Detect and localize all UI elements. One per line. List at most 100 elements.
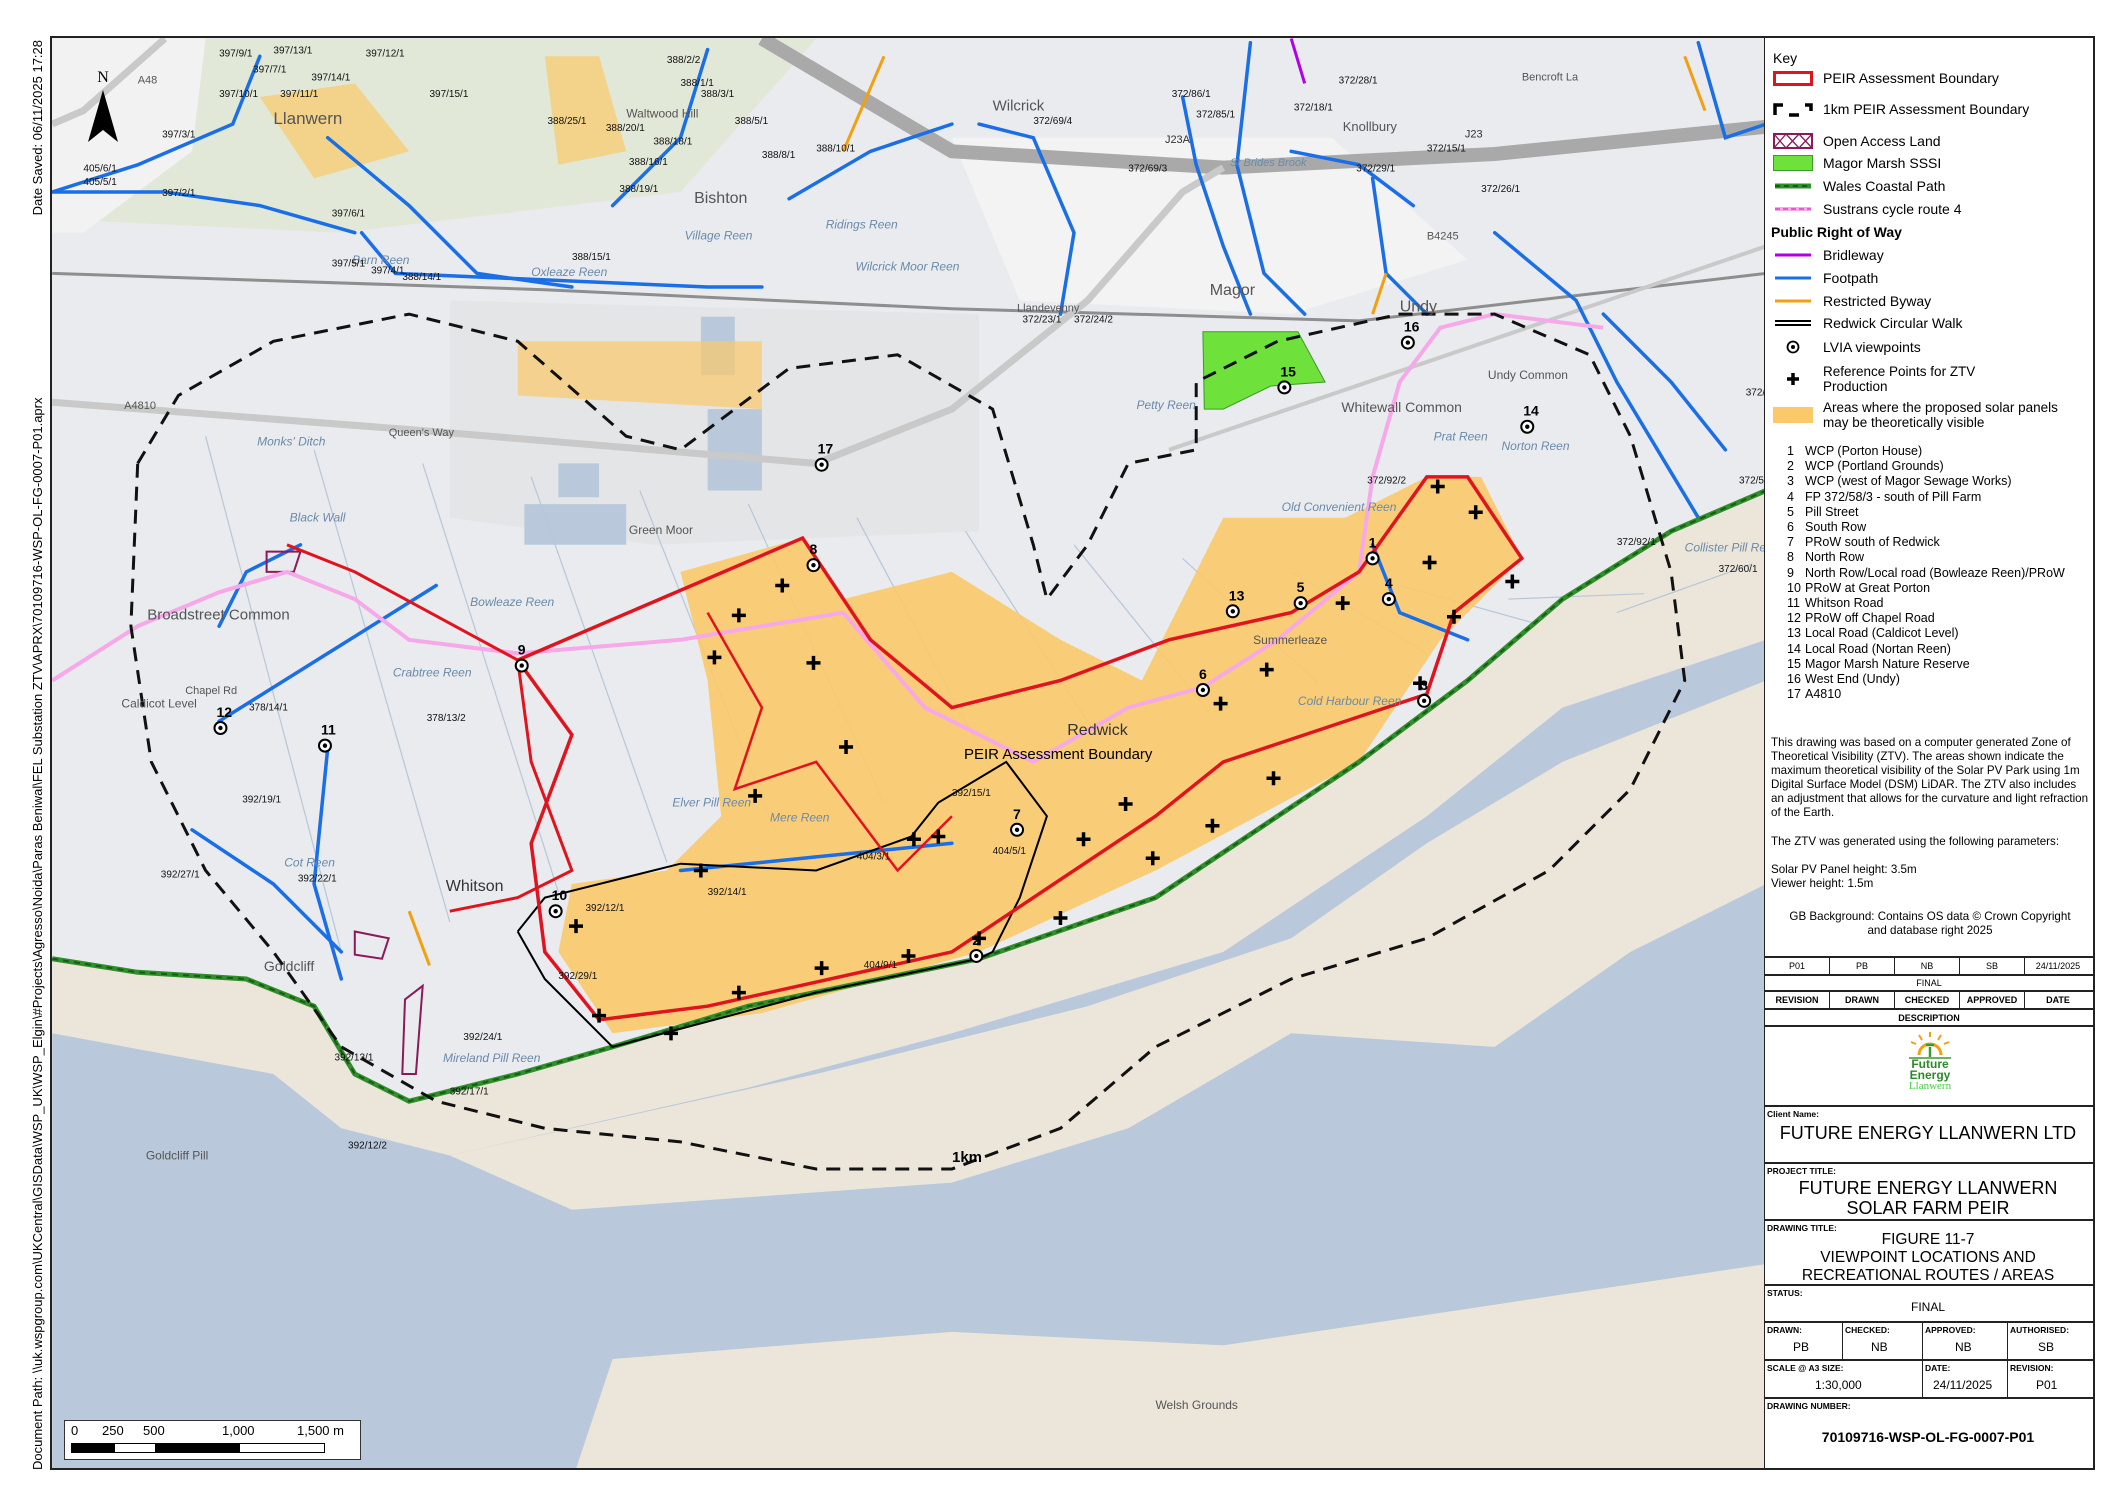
viewpoint-icon-dot — [1200, 687, 1206, 693]
document-path: Document Path: \\uk.wspgroup.com\UKCentr… — [30, 397, 45, 1471]
logo-word: Llanwern — [1908, 1080, 1952, 1092]
panel-height-param: Solar PV Panel height: 3.5m — [1771, 863, 1917, 876]
place-label: J23A — [1165, 134, 1191, 146]
viewpoint-list-item: 5 Pill Street — [1787, 505, 2065, 520]
viewpoint-list-item: 9 North Row/Local road (Bowleaze Reen)/PR… — [1787, 566, 2065, 581]
approved-cell: APPROVED: NB — [1923, 1323, 2008, 1359]
lvia-viewpoint[interactable]: 6 — [1195, 666, 1210, 697]
key-item-redwick-walk: Redwick Circular Walk — [1773, 315, 1963, 331]
lvia-viewpoint[interactable]: 13 — [1225, 587, 1245, 619]
lvia-viewpoint[interactable]: 17 — [814, 441, 834, 472]
map-canvas[interactable]: Llanwern Bishton Wilcrick Magor Undy Knollbur… — [52, 38, 1766, 1470]
path-code-label: 392/27/1 — [161, 869, 200, 880]
buffer-label: 1km — [952, 1149, 982, 1166]
place-label: St Brides Brook — [1230, 157, 1307, 169]
place-label: Petty Reen — [1136, 398, 1196, 412]
path-code-label: 392/22/1 — [298, 873, 337, 884]
footpath-line — [1235, 40, 1307, 316]
open-access-land — [353, 930, 391, 960]
lvia-viewpoint[interactable]: 8 — [806, 541, 821, 573]
viewpoint-list-item: 2 WCP (Portland Grounds) — [1787, 459, 2065, 474]
path-code-label: 388/16/1 — [629, 157, 668, 168]
key-label: Sustrans cycle route 4 — [1823, 201, 1962, 217]
place-label: Whitewall Common — [1341, 399, 1462, 415]
reference-point-cross-icon — [1430, 479, 1445, 494]
cell-value: PB — [1793, 1340, 1810, 1354]
footpath-line — [52, 190, 357, 235]
north-arrow-icon — [88, 90, 118, 142]
place-label: Cold Harbour Reen — [1298, 694, 1402, 708]
viewpoint-number: 1 — [1369, 534, 1377, 550]
footpath-line — [52, 54, 262, 194]
lvia-viewpoint[interactable]: 16 — [1400, 319, 1420, 350]
key-label: Areas where the proposed solar panels ma… — [1823, 400, 2058, 430]
1km-buffer-boundary — [129, 312, 1687, 1171]
peir-internal-boundary — [706, 611, 953, 873]
lvia-viewpoint[interactable]: 14 — [1520, 403, 1539, 434]
project-label: PROJECT TITLE: — [1767, 1166, 1836, 1176]
path-code-label: 404/9/1 — [864, 960, 898, 971]
lvia-viewpoint[interactable]: 2 — [969, 932, 984, 963]
place-label: Mere Reen — [770, 811, 830, 825]
reference-point-cross-icon — [1413, 676, 1428, 691]
footpath-line — [1289, 149, 1416, 208]
scale-label: 0 — [71, 1423, 79, 1438]
revision-headers: REVISION DRAWN CHECKED APPROVED DATE — [1765, 990, 2093, 1008]
map-frame[interactable]: Llanwern Bishton Wilcrick Magor Undy Knollbur… — [50, 36, 1766, 1470]
viewpoint-icon-dot — [811, 562, 816, 568]
date-value: 24/11/2025 — [2035, 961, 2081, 971]
sandbank — [449, 681, 1764, 1210]
path-code-label: 388/25/1 — [548, 116, 587, 127]
viewpoint-list-item: 12 PRoW off Chapel Road — [1787, 611, 2065, 626]
key-label: Redwick Circular Walk — [1823, 315, 1963, 331]
lvia-viewpoint[interactable]: 4 — [1381, 575, 1396, 607]
path-code-label: 372/92/2 — [1367, 476, 1406, 487]
client-name: FUTURE ENERGY LLANWERN LTD — [1779, 1123, 2077, 1143]
place-label: Old Convenient Reen — [1282, 500, 1397, 514]
footpath-line — [217, 583, 438, 723]
path-code-label: 397/7/1 — [253, 65, 287, 76]
lvia-viewpoint[interactable]: 9 — [514, 642, 529, 673]
key-item-sustrans: Sustrans cycle route 4 — [1773, 201, 1962, 217]
boundary-label: PEIR Assessment Boundary — [964, 746, 1153, 763]
lvia-viewpoint[interactable]: 5 — [1293, 579, 1308, 611]
drawing-title-line: FIGURE 11-7 — [1881, 1231, 1975, 1248]
path-code-label: 397/9/1 — [219, 48, 253, 59]
lvia-viewpoint[interactable]: 12 — [213, 704, 232, 735]
place-label: Whitson — [446, 878, 504, 895]
key-item-1km-boundary: 1km PEIR Assessment Boundary — [1773, 101, 2029, 117]
reference-point-cross-icon — [972, 931, 987, 946]
cell-label: REVISION: — [2010, 1363, 2054, 1373]
ztv-parameters-heading: The ZTV was generated using the followin… — [1771, 835, 2060, 848]
buffer-swatch — [1773, 101, 1813, 117]
lvia-viewpoint[interactable]: 15 — [1277, 363, 1296, 395]
lvia-viewpoint[interactable]: 1 — [1365, 534, 1380, 566]
viewpoint-name: PRoW off Chapel Road — [1805, 611, 1935, 626]
scale-label: 1,000 — [222, 1423, 255, 1438]
ztv-area — [517, 341, 762, 410]
place-label: Chapel Rd — [185, 685, 237, 697]
drawn-cell: DRAWN: PB — [1765, 1323, 1843, 1359]
path-code-label: 372/18/1 — [1294, 103, 1333, 114]
lvia-viewpoint[interactable]: 3 — [1417, 677, 1432, 708]
place-label: Oxleaze Reen — [531, 265, 607, 279]
scale-bar-graphic — [71, 1443, 325, 1453]
client-label: Client Name: — [1767, 1109, 1819, 1119]
reference-point-cross-icon — [693, 863, 708, 878]
project-title-box: PROJECT TITLE: FUTURE ENERGY LLANWERN SO… — [1765, 1162, 2093, 1219]
viewpoint-number: 6 — [1199, 666, 1207, 682]
reference-point-cross-icon — [664, 1026, 679, 1041]
drawing-title-box: DRAWING TITLE: FIGURE 11-7 VIEWPOINT LOC… — [1765, 1219, 2093, 1284]
reference-point-cross-icon — [592, 1008, 607, 1023]
cell-value: NB — [1871, 1340, 1888, 1354]
place-label: A4810 — [124, 400, 156, 412]
lvia-viewpoint[interactable]: 7 — [1010, 806, 1025, 837]
scale-date-row: SCALE @ A3 SIZE: 1:30,000 DATE: 24/11/2025… — [1765, 1359, 2093, 1397]
lvia-viewpoint[interactable]: 11 — [317, 722, 336, 753]
path-code-label: 372/85/1 — [1196, 109, 1235, 120]
header-drawn: DRAWN — [1830, 992, 1895, 1008]
place-label: J23 — [1465, 129, 1483, 141]
key-item-magor-marsh: Magor Marsh SSSI — [1773, 155, 1941, 171]
cell-value: 24/11/2025 — [1933, 1378, 1993, 1392]
lvia-viewpoint[interactable]: 10 — [548, 887, 568, 919]
